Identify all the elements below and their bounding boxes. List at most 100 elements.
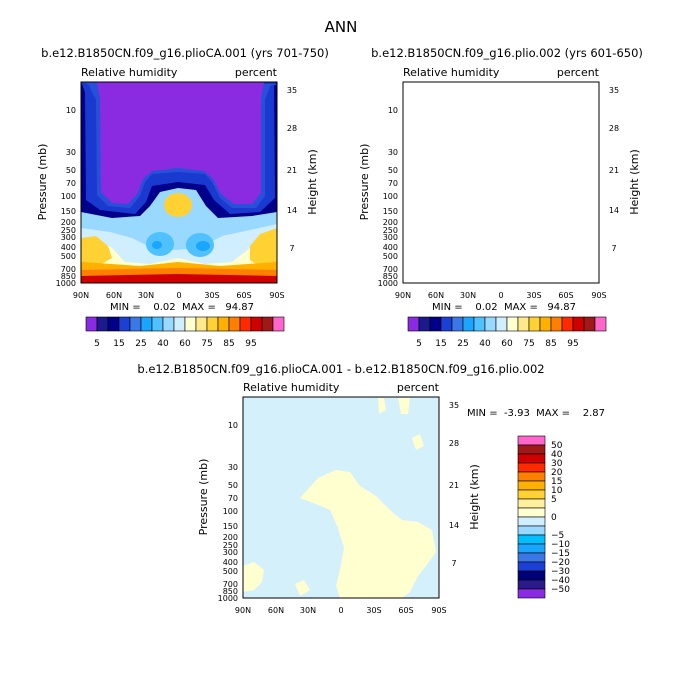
colorbar-label: 30 [551, 459, 563, 469]
colorbar-label: −15 [551, 549, 570, 559]
colorbar-swatch [217, 316, 230, 332]
colorbar-swatch [517, 471, 546, 482]
y-tick: 100 [223, 507, 238, 516]
y2-tick: 21 [609, 166, 619, 175]
field-label: Relative humidity [403, 66, 500, 79]
vertical-colorbar: 50 40 30 20 15 10 5 0 −5 −10 −15 −20 −30… [517, 435, 570, 599]
min-max-stats: MIN = -3.93 MAX = 2.87 [467, 408, 605, 419]
y2-tick: 7 [451, 559, 456, 568]
colorbar-swatch [451, 316, 464, 332]
x-tick: 60N [106, 291, 122, 300]
y-tick: 100 [61, 192, 76, 201]
y-tick: 70 [66, 179, 76, 188]
units-label: percent [557, 66, 600, 79]
x-tick: 60N [428, 291, 444, 300]
colorbar-label: 60 [501, 339, 513, 349]
y2-tick: 14 [609, 206, 619, 215]
y-tick: 10 [388, 106, 398, 115]
colorbar-swatch [96, 316, 109, 332]
colorbar-label: 40 [157, 339, 169, 349]
colorbar-swatch [517, 561, 546, 572]
x-tick: 30S [204, 291, 219, 300]
colorbar-label: −50 [551, 585, 570, 595]
colorbar-swatch [440, 316, 453, 332]
colorbar-swatch [173, 316, 186, 332]
y2-tick: 28 [287, 124, 297, 133]
colorbar-label: 25 [135, 339, 146, 349]
x-tick: 60S [398, 606, 413, 615]
colorbar-label: −30 [551, 567, 570, 577]
y-tick: 850 [61, 272, 76, 281]
y-tick: 50 [228, 481, 238, 490]
y-tick: 70 [388, 179, 398, 188]
colorbar-swatch [517, 444, 546, 455]
colorbar-swatch [517, 516, 546, 527]
colorbar-swatch [407, 316, 420, 332]
colorbar-swatch [594, 316, 607, 332]
colorbar-swatch [517, 507, 546, 518]
colorbar-swatch [261, 316, 274, 332]
colorbar-swatch [517, 552, 546, 563]
colorbar-label: −40 [551, 576, 570, 586]
colorbar-swatch [572, 316, 585, 332]
y-tick: 1000 [218, 594, 238, 603]
colorbar-label: 20 [551, 468, 563, 478]
colorbar-label: 15 [551, 477, 562, 487]
colorbar-label: 15 [113, 339, 124, 349]
units-label: percent [235, 66, 278, 79]
x-tick: 90N [395, 291, 411, 300]
y-tick: 30 [66, 148, 76, 157]
colorbar-swatch [517, 453, 546, 464]
colorbar-swatch [473, 316, 486, 332]
colorbar-label: 85 [545, 339, 556, 349]
colorbar-swatch [517, 588, 546, 599]
panel-rh-plio: b.e12.B1850CN.f09_g16.plio.002 (yrs 601-… [358, 46, 643, 349]
y-tick: 150 [383, 207, 398, 216]
x-tick: 0 [338, 606, 343, 615]
colorbar-swatch [184, 316, 197, 332]
colorbar-swatch [429, 316, 442, 332]
colorbar-label: 0 [551, 513, 557, 523]
colorbar-label: 5 [551, 495, 557, 505]
colorbar: 5 15 25 40 60 75 85 95 [85, 316, 285, 349]
y-tick: 500 [61, 252, 76, 261]
field-label: Relative humidity [243, 381, 340, 394]
y-axis-label: Pressure (mb) [36, 144, 49, 221]
y2-axis-label: Height (km) [468, 464, 481, 530]
colorbar-swatch [462, 316, 475, 332]
colorbar-swatch [140, 316, 153, 332]
colorbar-label: 40 [551, 450, 563, 460]
y-tick: 400 [61, 243, 76, 252]
colorbar-swatch [85, 316, 98, 332]
colorbar-label: 15 [435, 339, 446, 349]
panel-title: b.e12.B1850CN.f09_g16.plio.002 (yrs 601-… [371, 46, 643, 60]
y-tick: 100 [383, 192, 398, 201]
colorbar-label: 75 [523, 339, 534, 349]
x-tick: 30S [526, 291, 541, 300]
y-tick: 700 [61, 265, 76, 274]
colorbar-swatch [517, 579, 546, 590]
y2-tick: 35 [449, 401, 459, 410]
colorbar-label: 85 [223, 339, 234, 349]
y-tick: 200 [223, 533, 238, 542]
colorbar-label: 60 [179, 339, 191, 349]
x-tick: 60N [268, 606, 284, 615]
y2-tick: 7 [611, 244, 616, 253]
x-tick: 60S [558, 291, 573, 300]
colorbar-swatch [118, 316, 131, 332]
x-tick: 90S [269, 291, 284, 300]
min-max-stats: MIN = 0.02 MAX = 94.87 [432, 302, 576, 313]
colorbar-swatch [517, 534, 546, 545]
y2-tick: 35 [609, 86, 619, 95]
y-tick: 150 [61, 207, 76, 216]
x-tick: 0 [176, 291, 181, 300]
y-axis-label: Pressure (mb) [358, 144, 371, 221]
y-tick: 10 [228, 421, 238, 430]
colorbar-label: −5 [551, 531, 564, 541]
y-tick: 10 [66, 106, 76, 115]
y2-tick: 28 [449, 439, 459, 448]
y2-tick: 35 [287, 86, 297, 95]
colorbar-label: 50 [551, 441, 563, 451]
colorbar-swatch [495, 316, 508, 332]
colorbar-label: 95 [567, 339, 578, 349]
